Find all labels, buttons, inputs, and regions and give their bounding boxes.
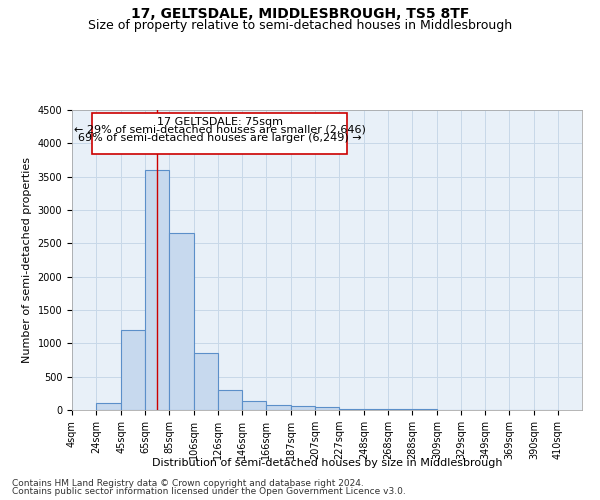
Bar (169, 234, 194, 410)
Bar (96, 404, 121, 410)
FancyBboxPatch shape (92, 113, 347, 154)
Bar (242, 402, 266, 410)
Bar (364, 409, 388, 410)
Bar (218, 390, 242, 410)
Text: Contains public sector information licensed under the Open Government Licence v3: Contains public sector information licen… (12, 487, 406, 496)
Bar (145, 170, 169, 410)
Text: Size of property relative to semi-detached houses in Middlesbrough: Size of property relative to semi-detach… (88, 19, 512, 32)
Bar (266, 405, 291, 410)
Text: ← 29% of semi-detached houses are smaller (2,646): ← 29% of semi-detached houses are smalle… (74, 125, 366, 135)
Text: Contains HM Land Registry data © Crown copyright and database right 2024.: Contains HM Land Registry data © Crown c… (12, 478, 364, 488)
Y-axis label: Number of semi-detached properties: Number of semi-detached properties (22, 157, 32, 363)
Bar (316, 408, 338, 410)
Bar (292, 406, 315, 410)
Text: 17 GELTSDALE: 75sqm: 17 GELTSDALE: 75sqm (157, 116, 283, 126)
Bar (339, 408, 364, 410)
Text: 17, GELTSDALE, MIDDLESBROUGH, TS5 8TF: 17, GELTSDALE, MIDDLESBROUGH, TS5 8TF (131, 8, 469, 22)
Bar (194, 354, 218, 410)
Text: 69% of semi-detached houses are larger (6,249) →: 69% of semi-detached houses are larger (… (78, 134, 362, 143)
Text: Distribution of semi-detached houses by size in Middlesbrough: Distribution of semi-detached houses by … (152, 458, 502, 468)
Bar (121, 330, 145, 410)
